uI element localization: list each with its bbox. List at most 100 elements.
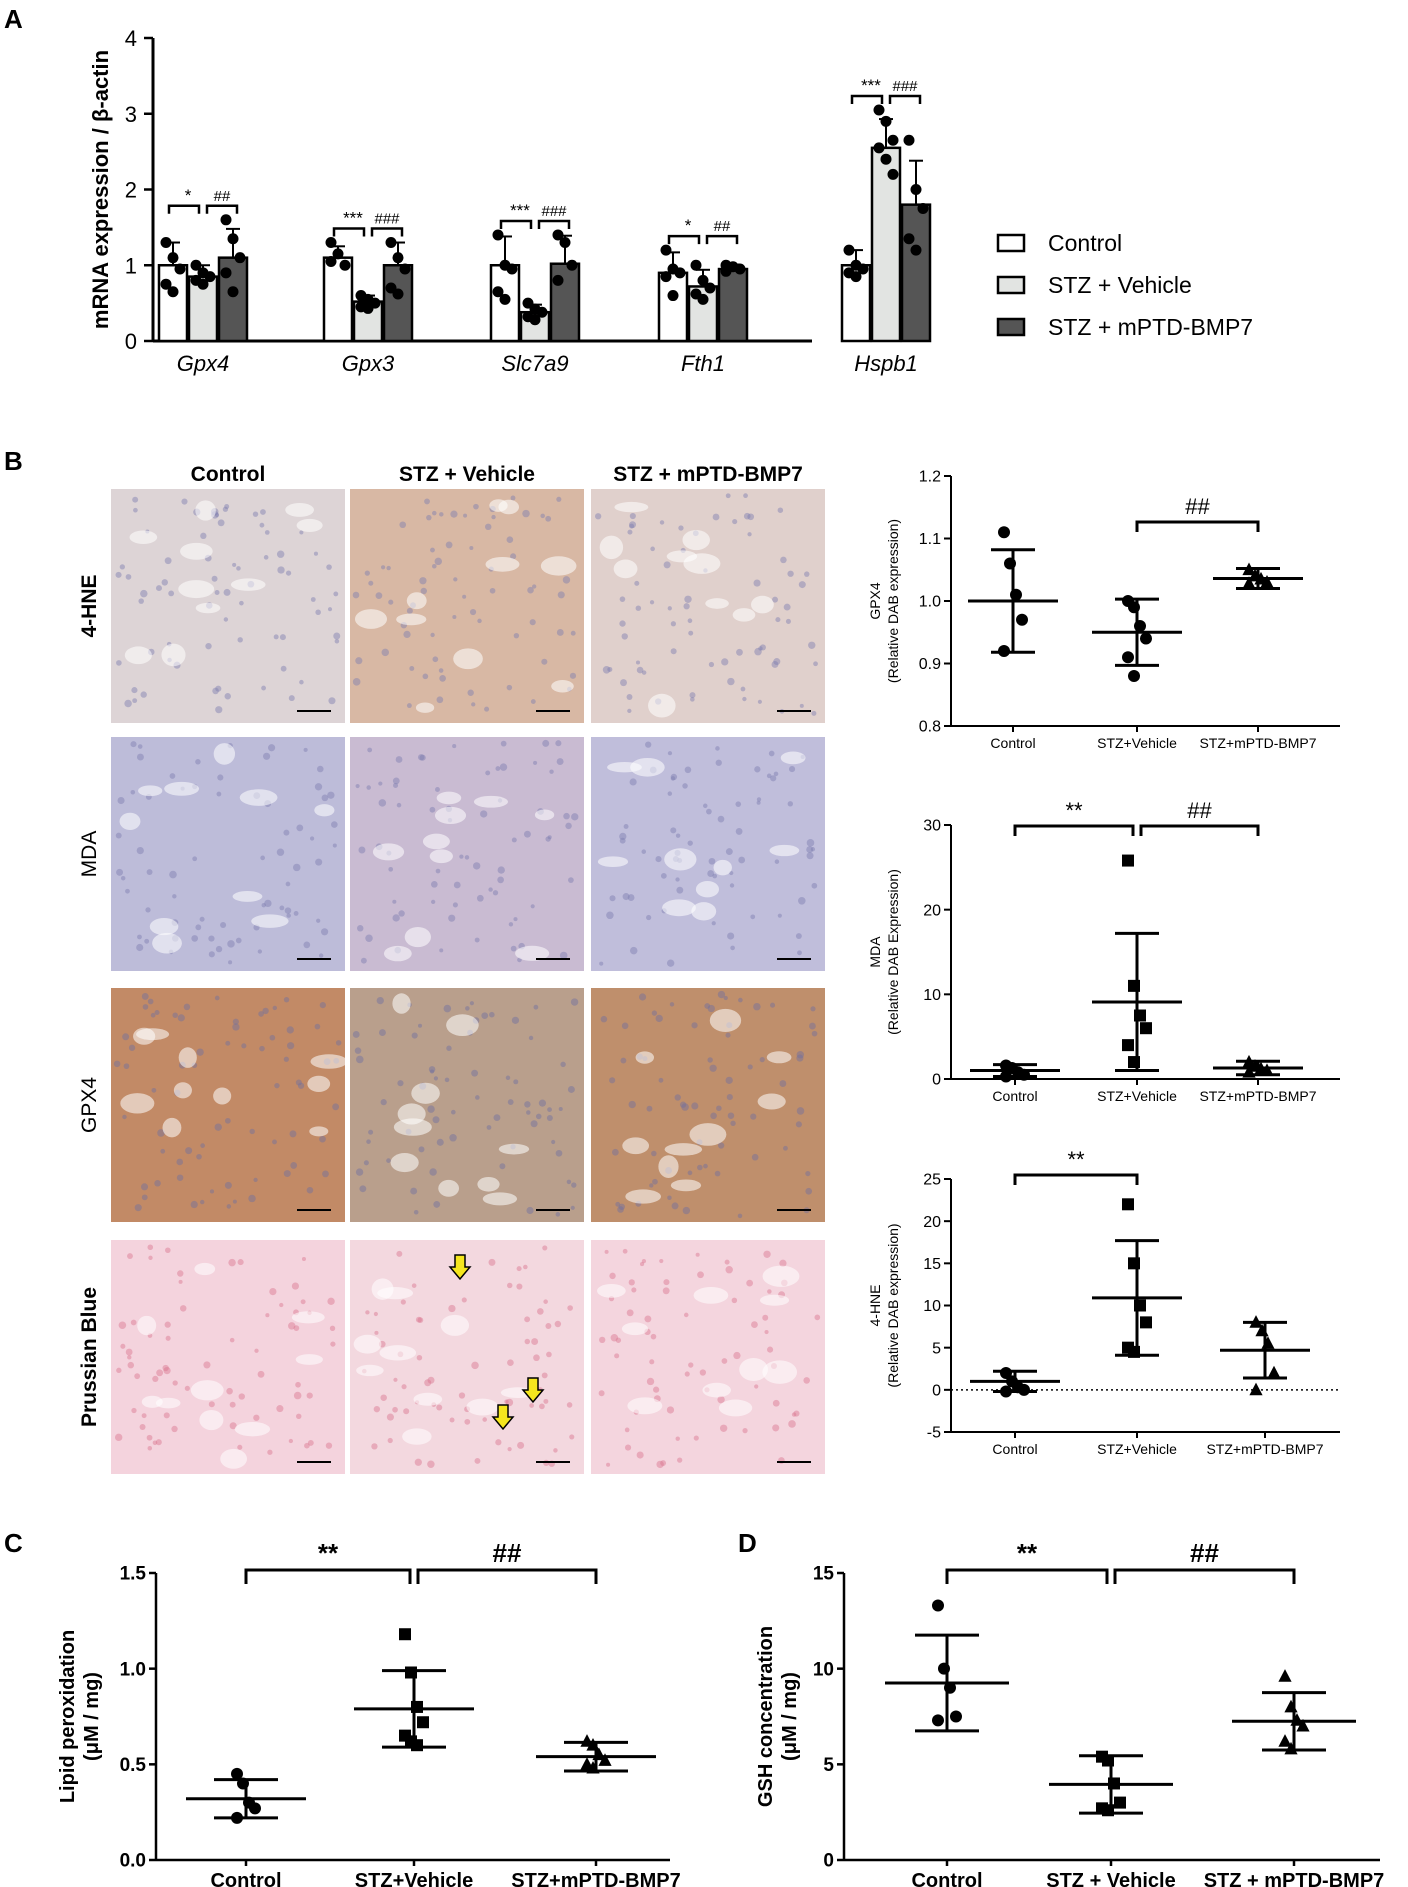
nucleus bbox=[426, 514, 432, 521]
nucleus bbox=[295, 1381, 301, 1388]
nucleus bbox=[562, 576, 571, 584]
tubule-lumen bbox=[119, 812, 141, 831]
nucleus bbox=[788, 1420, 796, 1428]
nucleus bbox=[715, 759, 722, 766]
nucleus bbox=[542, 739, 550, 747]
nucleus bbox=[304, 1442, 310, 1449]
data-point bbox=[552, 274, 564, 286]
significance-label: *** bbox=[343, 209, 363, 228]
tubule-lumen bbox=[353, 1334, 382, 1354]
nucleus bbox=[356, 1055, 364, 1064]
nucleus bbox=[357, 925, 364, 932]
nucleus bbox=[120, 875, 126, 881]
nucleus bbox=[543, 1398, 549, 1404]
significance-bracket bbox=[244, 1568, 412, 1584]
nucleus bbox=[524, 1338, 531, 1345]
nucleus bbox=[541, 1372, 548, 1379]
nucleus bbox=[736, 648, 743, 656]
tubule-lumen bbox=[234, 1422, 271, 1437]
nucleus bbox=[307, 1439, 314, 1446]
tubule-lumen bbox=[662, 899, 696, 917]
nucleus bbox=[759, 1057, 765, 1063]
nucleus bbox=[774, 859, 780, 864]
nucleus bbox=[380, 565, 386, 570]
yellow-arrow-icon bbox=[491, 1404, 515, 1431]
nucleus bbox=[398, 910, 405, 917]
nucleus bbox=[602, 666, 611, 674]
nucleus bbox=[269, 1034, 276, 1041]
nucleus bbox=[485, 523, 492, 531]
nucleus bbox=[726, 1094, 733, 1101]
data-point bbox=[499, 293, 511, 305]
tubule-lumen bbox=[498, 1143, 530, 1155]
nucleus bbox=[493, 1114, 501, 1122]
tubule-lumen bbox=[466, 1398, 499, 1416]
nucleus bbox=[545, 836, 551, 842]
significance-bracket bbox=[705, 234, 739, 245]
nucleus bbox=[811, 882, 818, 889]
significance-bracket bbox=[850, 94, 884, 104]
nucleus bbox=[471, 702, 476, 707]
nucleus bbox=[430, 880, 438, 888]
nucleus bbox=[223, 617, 229, 622]
tubule-lumen bbox=[693, 1287, 729, 1304]
significance-label: ### bbox=[541, 203, 567, 220]
nucleus bbox=[619, 620, 626, 627]
nucleus bbox=[476, 894, 484, 902]
nucleus bbox=[706, 808, 712, 815]
data-point bbox=[325, 255, 337, 267]
nucleus bbox=[430, 547, 435, 553]
data-point bbox=[506, 263, 518, 275]
tubule-lumen bbox=[195, 500, 216, 521]
nucleus bbox=[511, 1016, 520, 1024]
nucleus bbox=[796, 1051, 805, 1059]
nucleus bbox=[614, 1353, 620, 1359]
nucleus bbox=[327, 607, 333, 612]
significance-label: ## bbox=[1187, 798, 1212, 823]
x-tick-label: Control bbox=[992, 1441, 1037, 1457]
nucleus bbox=[164, 1321, 171, 1328]
tubule-lumen bbox=[173, 1082, 192, 1099]
data-point bbox=[667, 290, 679, 302]
nucleus bbox=[438, 668, 444, 673]
nucleus bbox=[481, 1012, 489, 1020]
nucleus bbox=[545, 1323, 552, 1329]
nucleus bbox=[315, 609, 321, 616]
nucleus bbox=[319, 953, 324, 958]
y-tick-label: 1.5 bbox=[120, 1564, 147, 1585]
nucleus bbox=[366, 1139, 371, 1144]
nucleus bbox=[670, 827, 677, 834]
tubule-lumen bbox=[751, 595, 774, 614]
nucleus bbox=[224, 504, 230, 510]
nucleus bbox=[477, 618, 482, 624]
row-label: 4-HNE bbox=[78, 574, 101, 637]
significance-bracket bbox=[1013, 824, 1135, 836]
nucleus bbox=[222, 506, 229, 512]
y-tick-label: 4 bbox=[125, 26, 137, 51]
tubule-lumen bbox=[658, 1155, 679, 1178]
nucleus bbox=[320, 928, 329, 936]
row-label: MDA bbox=[78, 831, 101, 878]
nucleus bbox=[725, 1076, 733, 1084]
data-point bbox=[1278, 1734, 1292, 1747]
data-point bbox=[220, 214, 232, 226]
nucleus bbox=[638, 993, 647, 1001]
nucleus bbox=[621, 1022, 629, 1030]
nucleus bbox=[712, 873, 718, 879]
nucleus bbox=[627, 708, 632, 714]
tubule-lumen bbox=[138, 785, 163, 797]
nucleus bbox=[141, 992, 149, 1000]
nucleus bbox=[530, 699, 536, 704]
nucleus bbox=[144, 938, 150, 944]
data-point bbox=[1278, 1669, 1292, 1682]
nucleus bbox=[687, 840, 693, 846]
tubule-lumen bbox=[689, 1123, 727, 1146]
tubule-lumen bbox=[120, 1093, 155, 1114]
nucleus bbox=[164, 557, 172, 565]
nucleus bbox=[604, 1249, 609, 1254]
nucleus bbox=[147, 1244, 154, 1251]
nucleus bbox=[260, 855, 265, 861]
nucleus bbox=[232, 1018, 239, 1025]
nucleus bbox=[310, 597, 316, 602]
data-point bbox=[1140, 1316, 1152, 1329]
